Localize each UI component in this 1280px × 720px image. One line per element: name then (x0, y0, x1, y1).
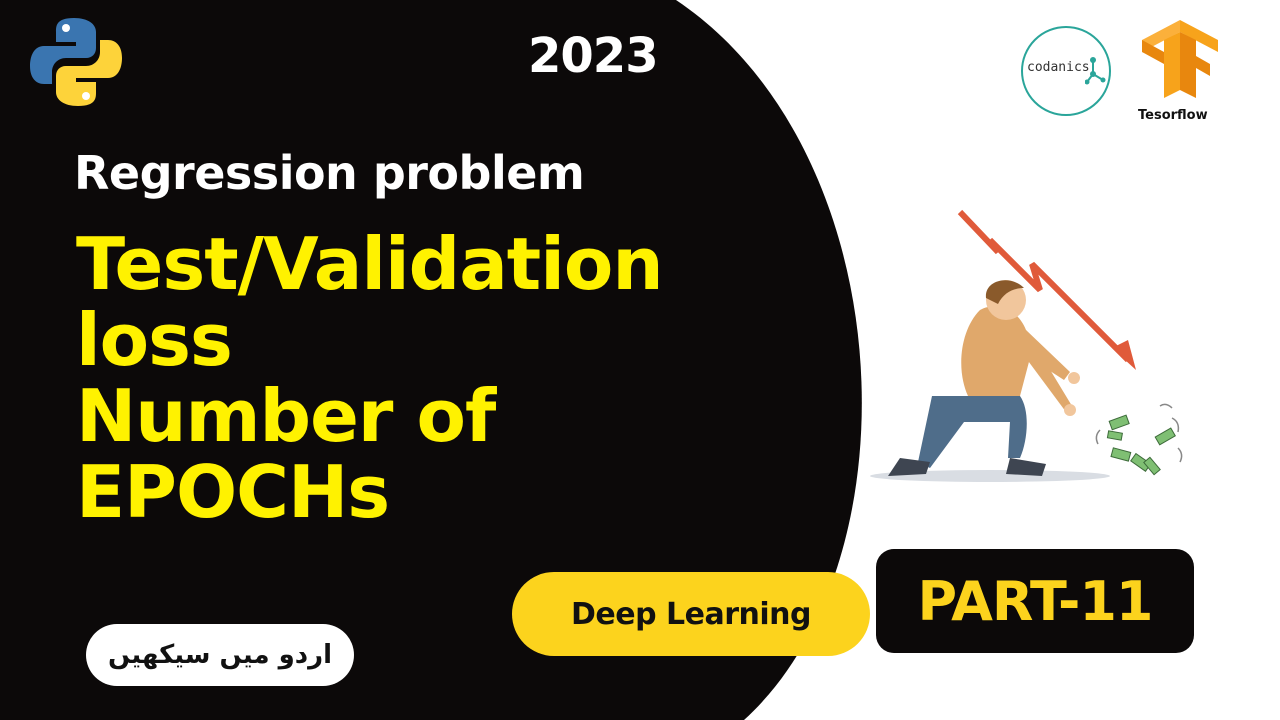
python-logo-icon (30, 18, 122, 106)
subtitle: Regression problem (74, 146, 585, 200)
molecule-icon (1085, 57, 1106, 85)
codanics-logo-icon: codanics (1021, 26, 1111, 116)
deep-learning-label: Deep Learning (571, 596, 812, 632)
tensorflow-logo-icon (1142, 20, 1218, 98)
part-number-badge: PART-11 (876, 549, 1194, 653)
falling-money-illustration (870, 209, 1183, 482)
falling-chart-arrow-icon (957, 209, 1136, 370)
part-number-label: PART-11 (917, 569, 1153, 633)
year-label: 2023 (528, 28, 659, 84)
headline-line: Number of (76, 374, 496, 458)
codanics-logo-text: codanics (1027, 60, 1090, 75)
money-bills-icon (1106, 414, 1176, 476)
urdu-learn-label: اردو میں سیکھیں (107, 640, 333, 670)
deep-learning-badge: Deep Learning (512, 572, 870, 656)
urdu-learn-badge: اردو میں سیکھیں (86, 624, 354, 686)
tensorflow-label: Tesorflow (1138, 108, 1208, 123)
headline-line: loss (76, 298, 233, 382)
headline-line: EPOCHs (76, 450, 390, 534)
headline: Test/Validation loss Number of EPOCHs (76, 222, 664, 534)
headline-line: Test/Validation (76, 222, 664, 306)
